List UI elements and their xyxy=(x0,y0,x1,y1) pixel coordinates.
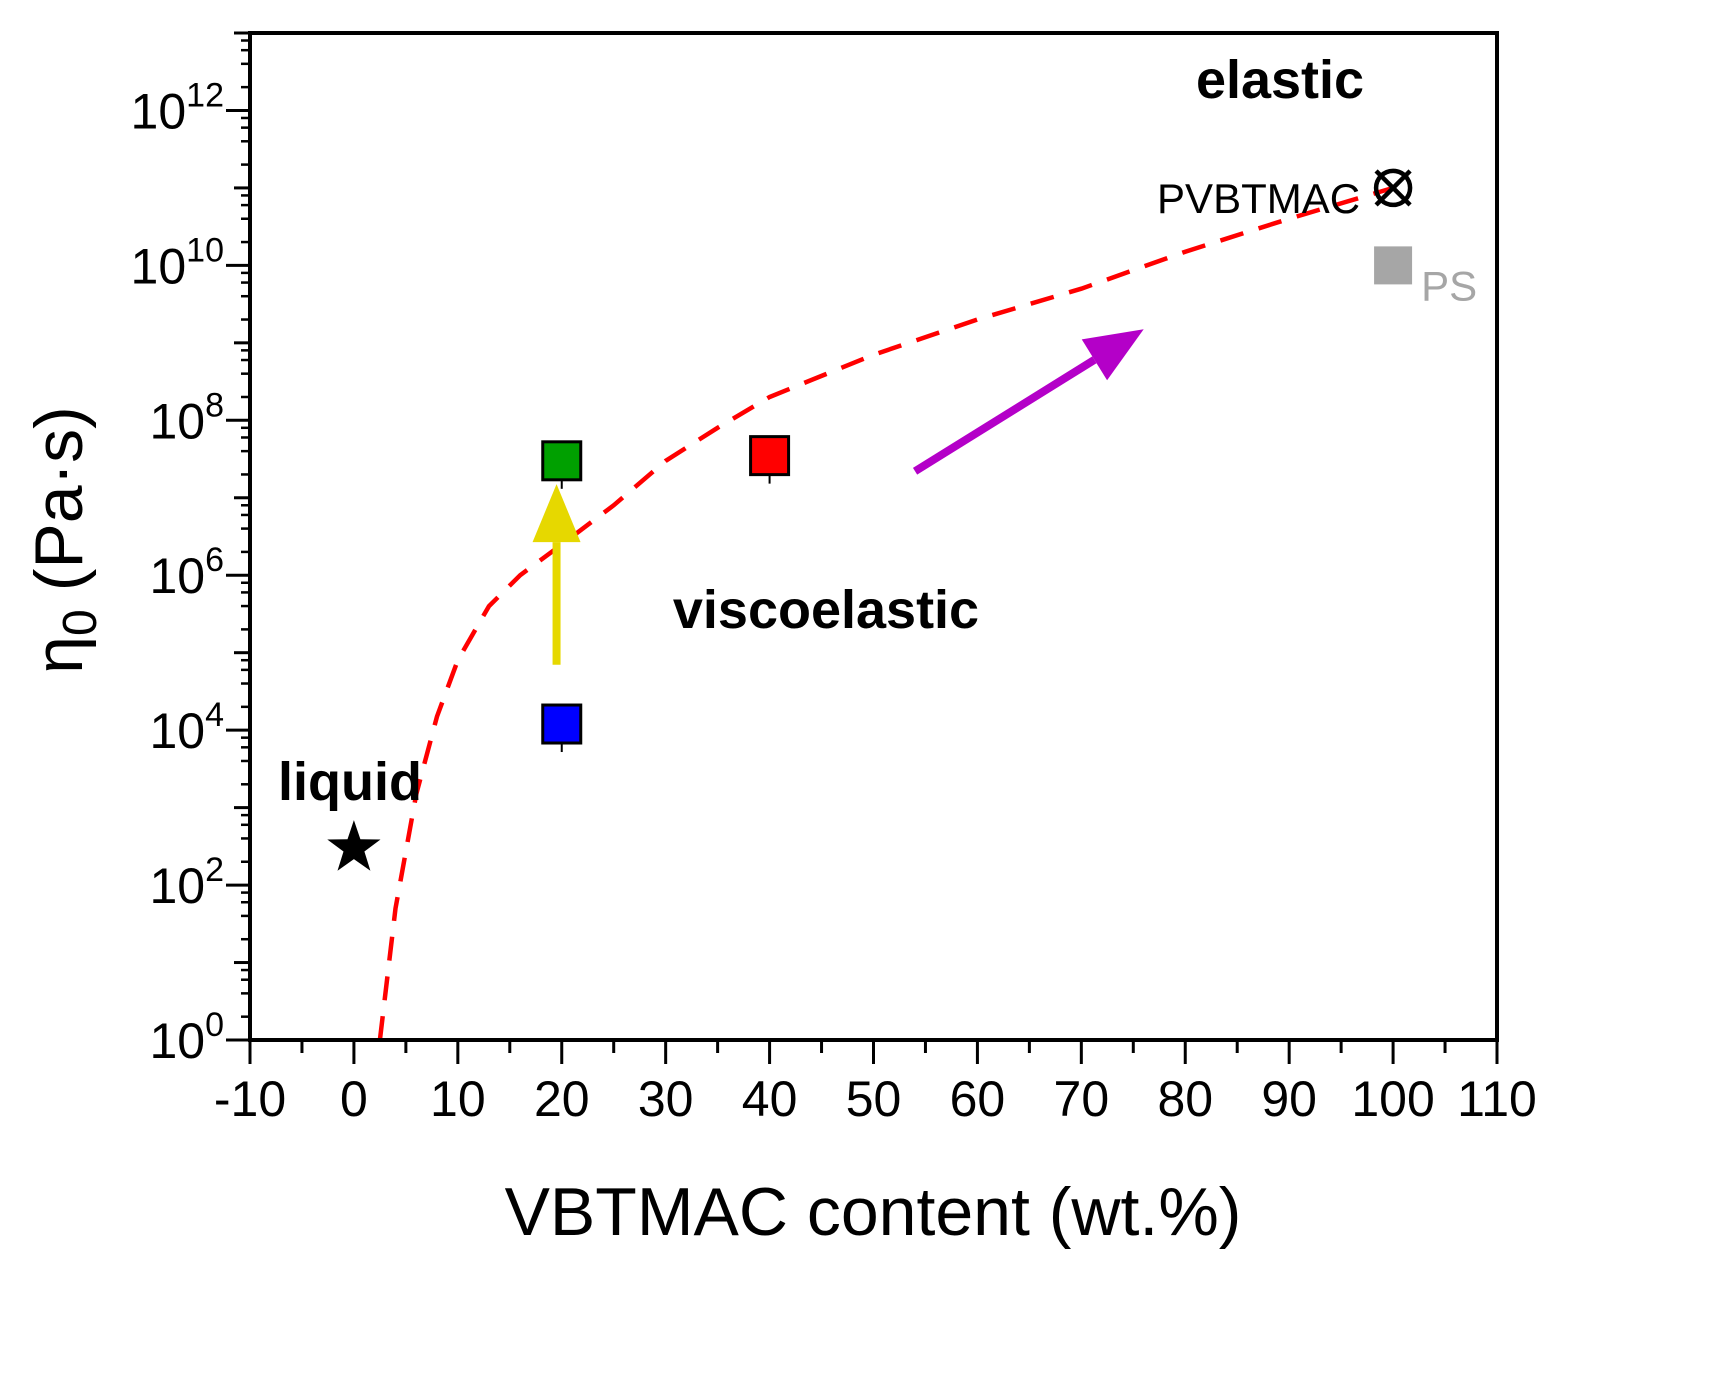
ps-point: PS xyxy=(1374,246,1477,309)
y-tick-exponent: 6 xyxy=(205,541,224,579)
blue-point xyxy=(541,703,583,753)
y-tick-base: 10 xyxy=(149,703,205,759)
x-tick-label: -10 xyxy=(214,1071,286,1127)
y-tick-label: 104 xyxy=(149,696,224,759)
x-tick-label: 80 xyxy=(1157,1071,1213,1127)
y-tick-exponent: 8 xyxy=(205,386,224,424)
y-tick-label: 106 xyxy=(149,541,224,604)
ps-point-label: PS xyxy=(1421,262,1477,309)
label-liquid: liquid xyxy=(278,752,422,812)
plot-frame xyxy=(248,31,1499,1042)
y-tick-exponent: 12 xyxy=(186,76,224,114)
y-tick-label: 100 xyxy=(149,1006,224,1069)
y-axis-subscript: 0 xyxy=(54,609,107,636)
trend-curve-layer xyxy=(377,185,1394,1041)
purple-arrow xyxy=(912,329,1144,475)
y-axis-title: η0 (Pa·s) xyxy=(21,406,107,674)
purple-arrow-head xyxy=(1081,329,1144,381)
y-tick-base: 10 xyxy=(149,858,205,914)
pvbtmac-point-label: PVBTMAC xyxy=(1157,175,1360,222)
x-tick-label: 50 xyxy=(846,1071,902,1127)
y-tick-label: 1012 xyxy=(131,76,224,139)
label-elastic: elastic xyxy=(1196,50,1364,110)
red-point-marker xyxy=(749,435,791,477)
y-tick-base: 10 xyxy=(149,393,205,449)
x-tick-label: 90 xyxy=(1261,1071,1317,1127)
x-tick-labels: -10 0 10 20 30 40 50 60 70 80 90 100 110 xyxy=(214,1071,1537,1127)
y-tick-base: 10 xyxy=(149,548,205,604)
blue-point-marker xyxy=(541,703,583,745)
y-tick-exponent: 10 xyxy=(186,231,224,269)
star-point xyxy=(327,820,381,871)
y-tick-label: 108 xyxy=(149,386,224,449)
pvbtmac-point-circle xyxy=(1373,168,1413,208)
star-point-marker xyxy=(327,820,381,871)
data-points: PVBTMAC PS xyxy=(327,168,1477,871)
y-tick-label: 1010 xyxy=(131,231,224,294)
y-tick-base: 10 xyxy=(149,1013,205,1069)
y-tick-base: 10 xyxy=(131,238,187,294)
x-tick-label: 30 xyxy=(638,1071,694,1127)
x-tick-label: 20 xyxy=(534,1071,590,1127)
x-tick-label: 60 xyxy=(950,1071,1006,1127)
pvbtmac-point-cross-b xyxy=(1374,169,1412,207)
y-tick-exponent: 0 xyxy=(205,1006,224,1044)
red-point xyxy=(749,435,791,484)
x-tick-label: 0 xyxy=(340,1071,368,1127)
green-point xyxy=(541,440,583,489)
y-axis-symbol: η xyxy=(21,636,97,674)
ps-point-marker xyxy=(1374,246,1413,285)
y-tick-label: 102 xyxy=(149,851,224,914)
yellow-arrow-head xyxy=(532,484,581,543)
label-viscoelastic: viscoelastic xyxy=(673,580,979,640)
x-tick-label: 100 xyxy=(1351,1071,1434,1127)
arrows-layer xyxy=(532,329,1144,665)
green-point-marker xyxy=(541,440,583,482)
y-axis-units: (Pa·s) xyxy=(21,406,97,591)
y-tick-exponent: 4 xyxy=(205,696,224,734)
y-tick-exponent: 2 xyxy=(205,851,224,889)
pvbtmac-point: PVBTMAC xyxy=(1157,168,1413,222)
y-tick-base: 10 xyxy=(131,83,187,139)
purple-arrow-shaft xyxy=(912,356,1097,475)
x-tick-label: 110 xyxy=(1457,1071,1537,1127)
yellow-arrow xyxy=(532,484,581,665)
trend-curve xyxy=(377,185,1394,1041)
x-axis-title: VBTMAC content (wt.%) xyxy=(505,1174,1242,1250)
x-tick-label: 40 xyxy=(742,1071,798,1127)
x-tick-label: 70 xyxy=(1054,1071,1110,1127)
x-tick-label: 10 xyxy=(430,1071,486,1127)
